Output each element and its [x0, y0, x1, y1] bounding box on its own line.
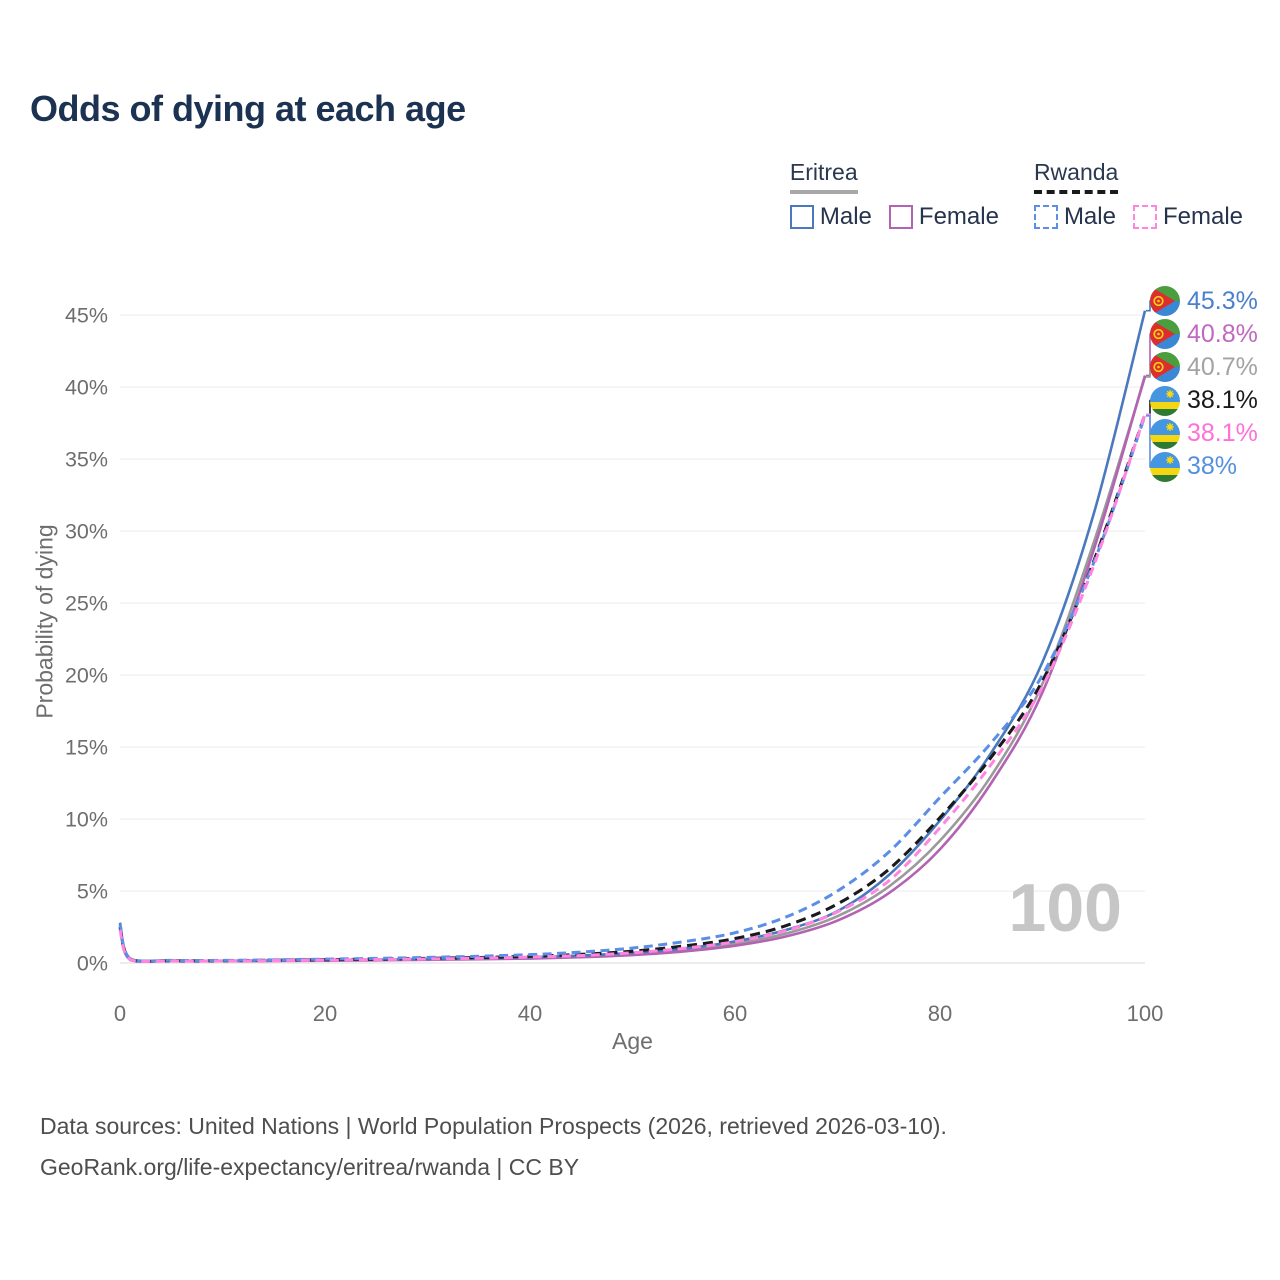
series-line-rwanda-female	[118, 413, 1147, 963]
rwanda-flag-icon	[1150, 386, 1180, 416]
end-label-value: 38%	[1187, 452, 1238, 481]
legend-item-rwanda-male[interactable]: Male	[1033, 203, 1116, 231]
age-watermark: 100	[1008, 870, 1122, 946]
series-line-rwanda-male	[118, 415, 1147, 963]
y-tick-label: 25%	[65, 592, 108, 616]
legend-item-rwanda-female[interactable]: Female	[1132, 203, 1243, 231]
end-label-value: 40.8%	[1187, 319, 1258, 348]
end-label-value: 45.3%	[1187, 286, 1258, 315]
x-tick-label: 40	[518, 1001, 542, 1026]
legend-item-label: Male	[1063, 203, 1116, 231]
y-tick-label: 10%	[65, 808, 108, 832]
x-tick-label: 60	[723, 1001, 747, 1026]
rwanda-female-swatch-icon[interactable]	[1132, 205, 1157, 230]
y-axis-title: Probability of dying	[31, 524, 58, 719]
y-tick-label: 15%	[65, 736, 108, 760]
series-line-eritrea-male	[118, 310, 1147, 963]
legend-group-eritrea: Eritrea Male Female	[789, 159, 999, 231]
rwanda-flag-icon	[1150, 452, 1180, 482]
legend-item-label: Male	[819, 203, 872, 231]
y-tick-label: 45%	[65, 304, 108, 328]
x-tick-label: 0	[114, 1001, 126, 1026]
end-label-row: 40.7%	[1150, 352, 1258, 382]
end-label-row: 38.1%	[1150, 419, 1258, 449]
end-label-row: 38.1%	[1150, 386, 1258, 416]
eritrea-female-swatch-icon[interactable]	[888, 205, 913, 230]
legend-item-label: Female	[918, 203, 999, 231]
x-tick-label: 80	[928, 1001, 952, 1026]
end-label-value: 40.7%	[1187, 352, 1258, 381]
end-label-value: 38.1%	[1187, 419, 1258, 448]
y-tick-label: 5%	[77, 880, 108, 904]
rwanda-male-swatch-icon[interactable]	[1033, 205, 1058, 230]
legend-items-rwanda: Male Female	[1033, 203, 1243, 231]
legend: Eritrea Male Female Rwanda Male	[789, 159, 1243, 231]
x-axis-title: Age	[612, 1028, 653, 1054]
y-tick-label: 35%	[65, 448, 108, 472]
eritrea-flag-icon	[1150, 286, 1180, 316]
eritrea-male-swatch-icon[interactable]	[789, 205, 814, 230]
series-line-eritrea-both-sexes	[118, 376, 1147, 963]
rwanda-flag-icon	[1150, 419, 1180, 449]
legend-item-label: Female	[1162, 203, 1243, 231]
legend-item-eritrea-female[interactable]: Female	[888, 203, 999, 231]
footer-data-sources: Data sources: United Nations | World Pop…	[40, 1113, 947, 1139]
legend-group-title-eritrea: Eritrea	[789, 159, 858, 195]
footer-attribution: GeoRank.org/life-expectancy/eritrea/rwan…	[40, 1154, 580, 1180]
legend-item-eritrea-male[interactable]: Male	[789, 203, 872, 231]
x-tick-label: 100	[1127, 1001, 1164, 1026]
page-title: Odds of dying at each age	[30, 88, 466, 129]
end-label-row: 45.3%	[1150, 286, 1258, 316]
y-tick-label: 0%	[77, 952, 108, 976]
end-label-value: 38.1%	[1187, 386, 1258, 415]
legend-group-title-rwanda: Rwanda	[1033, 159, 1119, 195]
y-tick-label: 20%	[65, 664, 108, 688]
y-tick-label: 40%	[65, 376, 108, 400]
series-line-rwanda-both-sexes	[118, 413, 1147, 963]
series-line-eritrea-female	[118, 375, 1147, 963]
footer: Data sources: United Nations | World Pop…	[40, 1106, 947, 1188]
y-tick-label: 30%	[65, 520, 108, 544]
end-label-row: 38%	[1150, 452, 1258, 482]
end-label-row: 40.8%	[1150, 319, 1258, 349]
eritrea-flag-icon	[1150, 352, 1180, 382]
x-tick-label: 20	[313, 1001, 337, 1026]
eritrea-flag-icon	[1150, 319, 1180, 349]
end-labels: 45.3% 40.8% 40.7% 38.1% 38.1% 38%	[1150, 286, 1258, 485]
legend-group-rwanda: Rwanda Male Female	[1033, 159, 1243, 231]
legend-items-eritrea: Male Female	[789, 203, 999, 231]
